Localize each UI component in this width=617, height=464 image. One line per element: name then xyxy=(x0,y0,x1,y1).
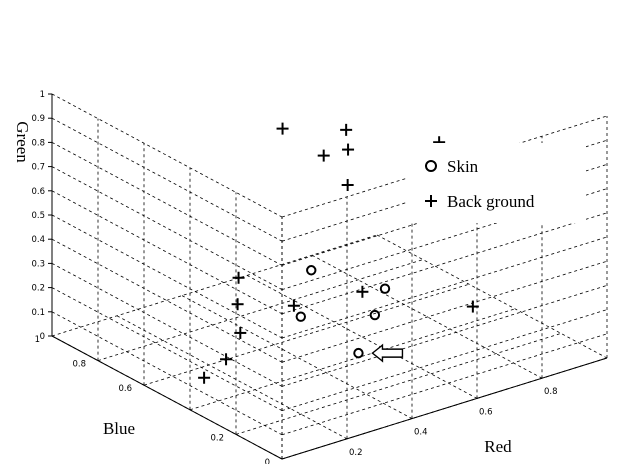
background-point xyxy=(466,300,479,313)
floor-grid-line xyxy=(376,234,608,359)
background-point xyxy=(220,353,233,366)
floor-grid-line xyxy=(246,275,478,399)
left-wall-grid-line xyxy=(51,214,283,339)
y-tick-label: 0.2 xyxy=(210,433,224,443)
x-tick-label: 0.8 xyxy=(544,387,558,397)
floor-grid-line xyxy=(189,308,516,411)
floor-grid-line xyxy=(181,295,413,419)
right-wall-grid-line xyxy=(281,309,608,411)
z-tick-label: 0.3 xyxy=(31,259,45,269)
y-axis-label: Blue xyxy=(103,419,135,438)
legend-entry-background: Back ground xyxy=(447,192,535,211)
left-wall-grid-line xyxy=(51,142,283,266)
left-wall-grid-line xyxy=(51,117,283,242)
floor-grid-line xyxy=(97,259,424,361)
legend-entry-skin: Skin xyxy=(447,157,479,176)
right-wall-grid-line xyxy=(281,212,608,315)
x-tick-label: 0.6 xyxy=(479,407,493,417)
left-wall-grid-line xyxy=(51,93,283,218)
tick-labels: 00.10.20.30.40.50.60.70.80.9100.20.60.81… xyxy=(31,90,557,464)
x-axis-label: Red xyxy=(484,437,512,456)
axes xyxy=(48,93,608,460)
background-point xyxy=(198,371,211,384)
right-wall-grid-line xyxy=(281,285,608,387)
skin-point xyxy=(369,309,381,321)
background-point xyxy=(356,285,369,298)
background-point xyxy=(287,299,300,312)
background-point xyxy=(342,143,355,156)
floor-grid-line xyxy=(116,315,348,440)
z-tick-label: 0.2 xyxy=(31,284,45,294)
background-point xyxy=(340,123,353,136)
background-point xyxy=(232,271,245,284)
floor-grid-line xyxy=(311,254,543,379)
legend-circle-icon xyxy=(425,160,437,172)
y-tick-label: 0.6 xyxy=(118,384,132,394)
right-wall-grid-line xyxy=(281,260,608,363)
background-point xyxy=(234,326,247,339)
skin-point xyxy=(353,347,364,359)
y-tick-label: 1 xyxy=(35,335,40,345)
y-tick-label: 0.8 xyxy=(72,360,86,370)
pointer-arrow-icon xyxy=(371,343,404,363)
z-tick-label: 0.8 xyxy=(31,138,45,148)
x-tick-label: 0.2 xyxy=(349,448,363,458)
legend: Skin Back ground xyxy=(408,143,586,223)
y-axis-line xyxy=(51,335,283,460)
left-wall-grid-line xyxy=(51,287,283,411)
background-point xyxy=(317,149,330,162)
z-tick-label: 1 xyxy=(40,90,45,100)
background-point xyxy=(231,298,244,311)
x-axis-line xyxy=(281,357,608,460)
floor-grid-line xyxy=(143,283,470,386)
y-tick-label: 0 xyxy=(265,458,270,464)
z-tick-label: 0.7 xyxy=(31,163,45,173)
z-axis-label: Green xyxy=(13,121,32,163)
legend-box xyxy=(408,143,586,223)
skin-point xyxy=(306,265,317,276)
z-tick-label: 0.5 xyxy=(31,211,45,221)
skin-point xyxy=(295,311,306,322)
data-marks xyxy=(198,122,479,384)
z-tick-label: 0 xyxy=(40,332,45,342)
right-wall-grid-line xyxy=(281,333,608,436)
floor-grid-line xyxy=(51,234,378,337)
z-tick-label: 0.1 xyxy=(31,308,45,318)
left-wall-grid-line xyxy=(51,190,283,315)
z-tick-label: 0.6 xyxy=(31,187,45,197)
annotations xyxy=(371,343,404,363)
background-point xyxy=(276,122,289,135)
skin-point xyxy=(379,283,391,294)
z-tick-label: 0.9 xyxy=(31,114,45,124)
x-tick-label: 0.4 xyxy=(414,428,428,438)
legend-plus-icon xyxy=(425,195,437,207)
right-wall-grid-line xyxy=(281,236,608,339)
background-point xyxy=(341,179,354,192)
z-tick-label: 0.4 xyxy=(31,235,45,245)
left-wall-grid-line xyxy=(51,238,283,363)
left-wall-grid-line xyxy=(51,263,283,387)
left-wall-grid-line xyxy=(51,311,283,436)
left-wall-grid-line xyxy=(51,166,283,290)
floor-grid-line xyxy=(235,333,562,435)
